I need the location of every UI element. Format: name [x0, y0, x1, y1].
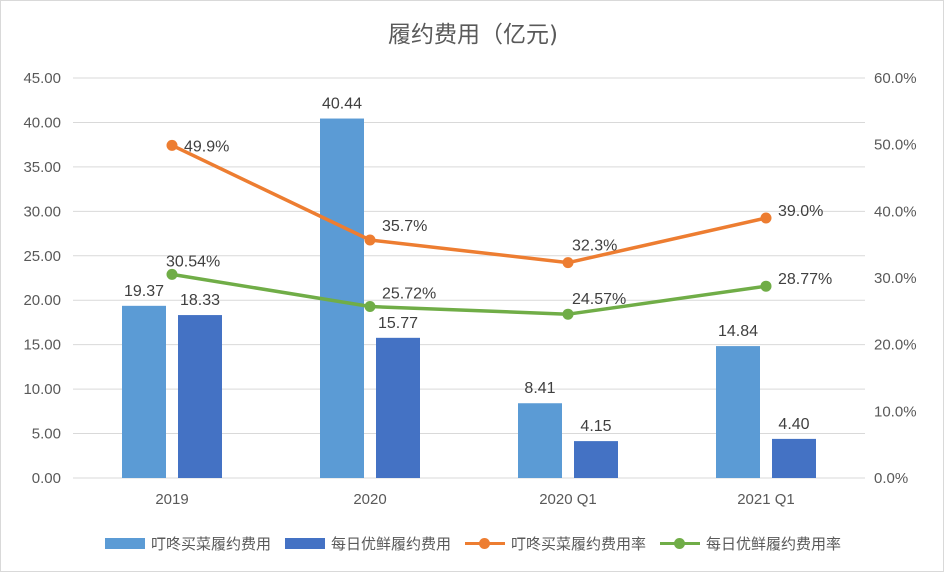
bar-data-label: 18.33 — [180, 292, 220, 309]
y-right-tick-label: 10.0% — [874, 403, 917, 420]
line-marker — [166, 268, 178, 280]
y-left-tick-label: 30.00 — [23, 203, 61, 220]
y-left-tick-label: 20.00 — [23, 292, 61, 309]
y-left-tick-label: 45.00 — [23, 70, 61, 87]
legend-item-line-2: 每日优鲜履约费用率 — [660, 533, 841, 554]
y-left-tick-label: 40.00 — [23, 114, 61, 131]
line-data-label: 28.77% — [778, 271, 832, 288]
legend-label: 每日优鲜履约费用率 — [706, 534, 842, 553]
bar-data-label: 40.44 — [322, 96, 362, 113]
line-data-label: 24.57% — [572, 291, 626, 308]
y-left-tick-label: 15.00 — [23, 337, 61, 354]
chart-legend: 叮咚买菜履约费用 每日优鲜履约费用 叮咚买菜履约费用率 每日优鲜履约费用率 — [1, 531, 944, 555]
chart-title: 履约费用（亿元) — [388, 22, 558, 48]
bar — [122, 305, 166, 478]
x-tick-label: 2021 Q1 — [737, 491, 795, 508]
bar — [574, 441, 618, 478]
x-tick-label: 2020 — [353, 491, 386, 508]
line-marker — [760, 280, 772, 292]
y-right-tick-label: 40.0% — [874, 203, 917, 220]
bar-data-label: 15.77 — [378, 315, 418, 332]
bar-data-label: 8.41 — [524, 380, 555, 397]
line-marker — [364, 234, 376, 246]
y-left-tick-label: 5.00 — [32, 426, 61, 443]
legend-label: 叮咚买菜履约费用 — [150, 534, 271, 553]
line-data-label: 35.7% — [382, 218, 427, 235]
legend-item-line-1: 叮咚买菜履约费用率 — [465, 533, 646, 554]
y-left-tick-label: 35.00 — [23, 159, 61, 176]
y-right-tick-label: 0.0% — [874, 470, 908, 487]
line-data-label: 30.54% — [166, 253, 220, 270]
line-marker — [562, 257, 574, 269]
x-tick-label: 2019 — [155, 491, 188, 508]
y-right-tick-label: 30.0% — [874, 270, 917, 287]
line-data-label: 32.3% — [572, 238, 617, 255]
line-data-label: 39.0% — [778, 203, 823, 220]
x-tick-label: 2020 Q1 — [539, 491, 597, 508]
legend-swatch — [660, 537, 701, 549]
bar — [518, 403, 562, 478]
bar — [772, 438, 816, 478]
bar-data-label: 4.15 — [580, 418, 611, 435]
legend-swatch — [104, 537, 145, 549]
bar — [178, 315, 222, 478]
y-left-tick-label: 0.00 — [32, 470, 61, 487]
y-right-tick-label: 20.0% — [874, 337, 917, 354]
bar — [716, 346, 760, 478]
series-line — [171, 143, 767, 265]
y-right-tick-label: 60.0% — [874, 70, 917, 87]
line-data-label: 49.9% — [184, 138, 229, 155]
series-line — [171, 272, 767, 316]
legend-item-bar-1: 叮咚买菜履约费用 — [104, 533, 271, 554]
legend-label: 每日优鲜履约费用 — [330, 534, 451, 553]
legend-swatch — [284, 537, 325, 549]
line-marker — [166, 139, 178, 151]
legend-item-bar-2: 每日优鲜履约费用 — [284, 533, 451, 554]
bar-data-label: 4.40 — [778, 416, 809, 433]
bar-data-label: 14.84 — [718, 323, 758, 340]
y-right-tick-label: 50.0% — [874, 137, 917, 154]
line-marker — [760, 212, 772, 224]
y-left-tick-label: 25.00 — [23, 248, 61, 265]
line-marker — [562, 308, 574, 320]
legend-label: 叮咚买菜履约费用率 — [511, 534, 647, 553]
bar-data-label: 19.37 — [124, 283, 164, 300]
line-marker — [364, 301, 376, 313]
line-data-label: 25.72% — [382, 286, 436, 303]
bar — [376, 337, 420, 478]
y-left-tick-label: 10.00 — [23, 381, 61, 398]
legend-swatch — [465, 537, 505, 549]
